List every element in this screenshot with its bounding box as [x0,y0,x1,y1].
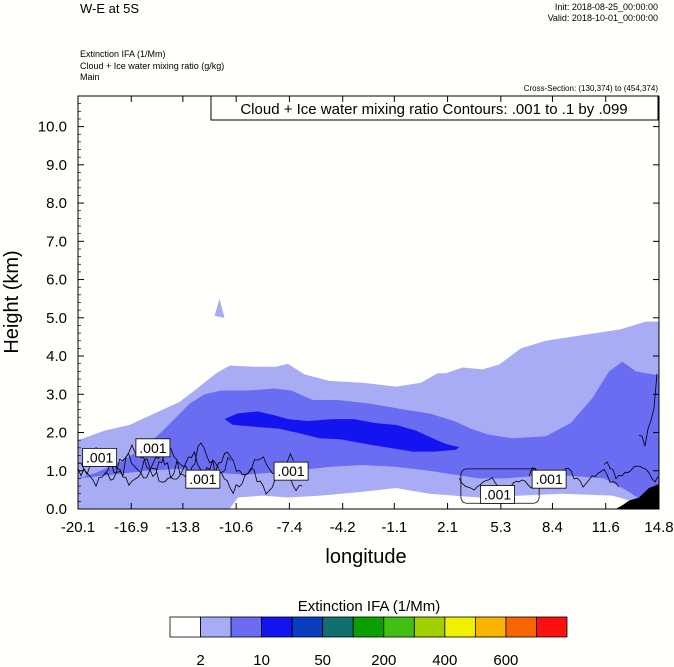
x-tick-label: 14.8 [644,519,673,536]
field-label-domain: Main [80,72,100,82]
colorbar-swatch [200,616,232,638]
x-tick-label: -13.8 [166,519,200,536]
x-tick-label: -1.1 [381,519,407,536]
contour-label-group: .001 [273,461,309,481]
contour-label-box [135,438,171,458]
contour-label: .001 [86,449,113,465]
colorbar-swatch [444,616,476,638]
valid-time: Valid: 2018-10-01_00:00:00 [547,13,658,23]
contour-lines: .001 .001 .001 .001 .001 .001 [78,373,659,504]
contour-label: .001 [189,471,216,487]
contour-label-group: .001 [480,485,515,504]
contour-label: .001 [139,440,166,456]
contour-label-group: .001 [531,469,567,489]
colorbar-swatch [169,616,201,638]
colorbar-swatch [383,616,415,638]
colorbar-swatch [505,616,537,638]
contour-label-box [531,469,567,489]
cross-section-info: Cross-Section: (130,374) to (454,374) [523,84,658,93]
axes: -20.1 -16.9 -13.8 -10.6 -7.4 -4.2 -1.1 2.1 5.3 8.… [38,95,674,536]
x-tick-label: -7.4 [276,519,302,536]
region-dark [224,411,460,452]
colorbar-title: Extinction IFA (1/Mm) [298,598,441,615]
contour-title: Cloud + Ice water mixing ratio Contours:… [240,101,627,118]
colorbar-swatch [474,616,507,638]
colorbar-swatch [322,616,354,638]
y-tick-label: 3.0 [46,386,67,403]
contour-label-box [480,485,515,504]
x-tick-label: -4.2 [330,519,356,536]
y-tick-label: 0.0 [46,501,67,518]
x-tick-label: -20.1 [61,519,95,536]
y-tick-label: 10.0 [38,119,67,136]
y-tick-label: 5.0 [46,310,67,327]
field-label-extinction: Extinction IFA (1/Mm) [80,49,166,59]
x-tick-label: -16.9 [114,519,148,536]
contour-line [104,450,294,485]
terrain [615,484,659,509]
y-tick-label: 4.0 [46,348,67,365]
contour-line [603,461,659,483]
x-tick-label: 8.4 [542,519,563,536]
contour-title-box: Cloud + Ice water mixing ratio Contours:… [210,95,659,121]
field-label-mixing-ratio: Cloud + Ice water mixing ratio (g/kg) [80,61,225,71]
colorbar-label: 50 [314,652,331,667]
contour-label: .001 [484,486,511,502]
colorbar-label: 200 [371,652,396,667]
y-tick-label: 7.0 [46,233,67,250]
contour-label-group: .001 [135,438,171,458]
y-tick-label: 9.0 [46,157,67,174]
colorbar-label: 10 [253,652,270,667]
colorbar-swatch [536,616,568,638]
colorbar-label: 600 [493,652,518,667]
contour-label-box [185,469,221,489]
contour-label-group: .001 [185,469,221,489]
y-axis-label: Height (km) [1,250,23,353]
y-tick-label: 6.0 [46,272,67,289]
region-isolated-spot [214,298,225,318]
x-tick-label: 11.6 [592,519,620,536]
init-time: Init: 2018-08-25_00:00:00 [554,2,658,12]
contour-label: .001 [536,471,563,487]
x-tick-label: 5.3 [490,519,511,536]
colorbar-swatch [413,616,446,638]
colorbar-swatch [352,616,385,638]
y-tick-label: 2.0 [46,425,67,442]
y-tick-label: 8.0 [46,195,67,212]
colorbar-label: 400 [432,652,457,667]
contour-line [638,373,658,447]
figure-title: W-E at 5S [80,1,140,16]
x-tick-label: -10.6 [219,519,253,536]
colorbar-swatch [261,616,293,638]
colorbar-label: 2 [196,652,204,667]
colorbar-swatch [230,616,263,638]
contour-label: .001 [277,463,304,479]
contour-label-group: .001 [82,447,118,467]
x-tick-label: 2.1 [437,519,458,536]
plot-fills [78,298,659,509]
x-axis-label: longitude [325,546,406,568]
colorbar-swatch [291,616,324,638]
contour-label-box [273,461,309,481]
colorbar: 2 10 50 200 400 600 [169,616,568,667]
contour-label-box [82,447,118,467]
y-tick-label: 1.0 [46,463,67,480]
